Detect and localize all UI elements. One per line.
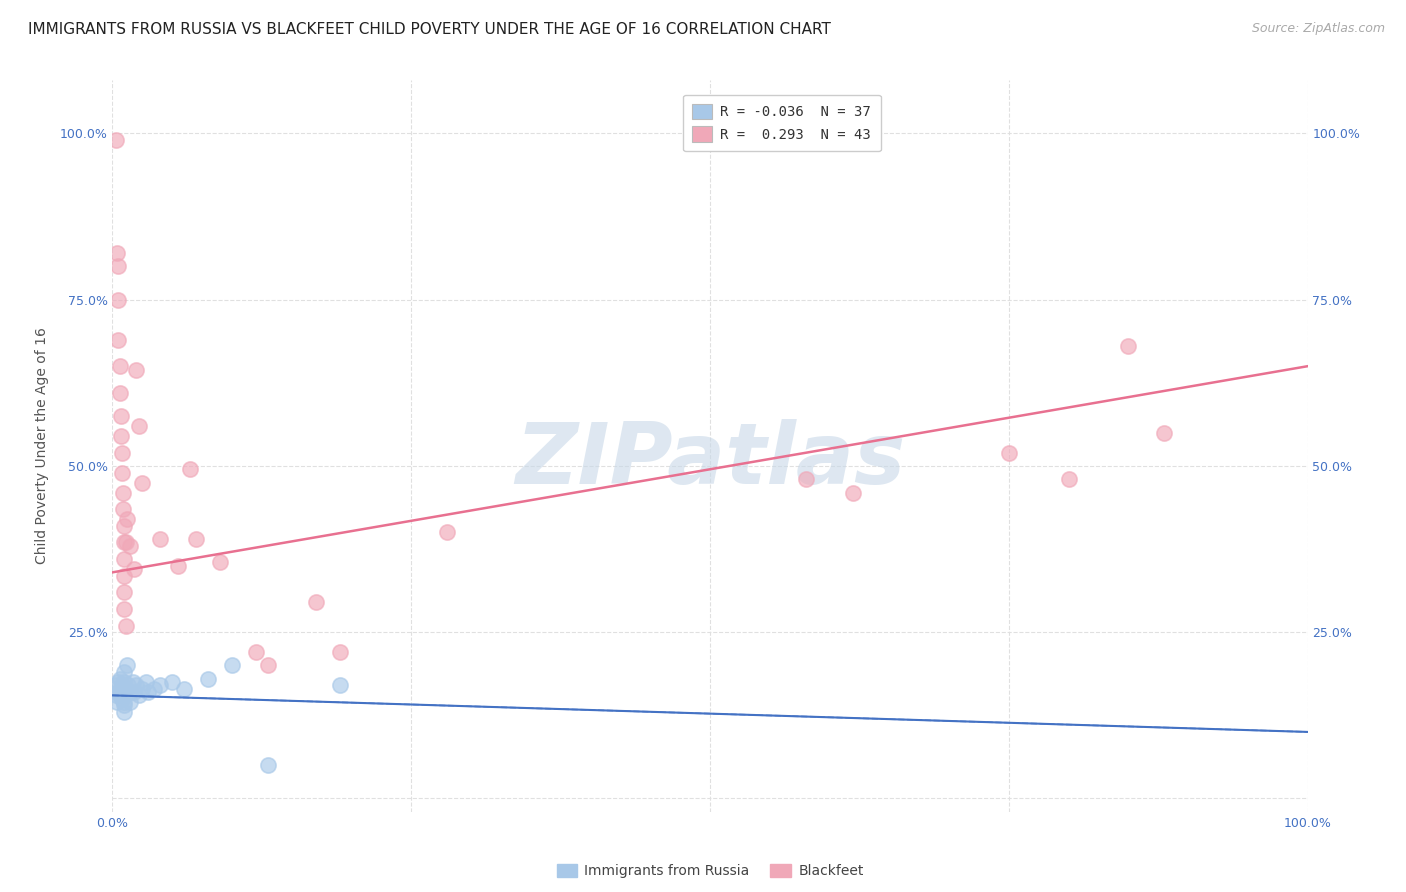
Point: [107, 260, 129, 274]
Point: [120, 685, 142, 699]
Point: [105, 246, 128, 260]
Point: [197, 672, 219, 686]
Point: [115, 512, 138, 526]
Point: [125, 362, 148, 376]
Point: [329, 678, 352, 692]
Point: [162, 675, 183, 690]
Point: [112, 502, 135, 516]
Point: [114, 689, 135, 703]
Point: [107, 293, 129, 307]
Point: [114, 535, 135, 549]
Point: [305, 595, 328, 609]
Point: [111, 678, 134, 692]
Point: [114, 665, 135, 679]
Point: [108, 672, 131, 686]
Point: [114, 618, 136, 632]
Point: [128, 689, 150, 703]
Point: [122, 685, 145, 699]
Point: [436, 525, 458, 540]
Point: [135, 675, 157, 690]
Point: [114, 698, 135, 713]
Point: [842, 485, 865, 500]
Point: [114, 675, 135, 690]
Point: [122, 562, 145, 576]
Point: [121, 675, 143, 690]
Point: [114, 585, 135, 599]
Point: [329, 645, 352, 659]
Point: [114, 602, 135, 616]
Point: [105, 678, 128, 692]
Point: [110, 681, 132, 696]
Point: [149, 532, 172, 546]
Point: [120, 695, 142, 709]
Point: [114, 695, 135, 709]
Point: [108, 689, 131, 703]
Text: Source: ZipAtlas.com: Source: ZipAtlas.com: [1251, 22, 1385, 36]
Point: [120, 539, 142, 553]
Point: [111, 466, 134, 480]
Point: [112, 685, 135, 699]
Point: [108, 359, 131, 374]
Point: [114, 552, 135, 566]
Point: [114, 705, 135, 719]
Point: [108, 385, 131, 400]
Point: [114, 518, 135, 533]
Y-axis label: Child Poverty Under the Age of 16: Child Poverty Under the Age of 16: [35, 327, 49, 565]
Point: [107, 333, 129, 347]
Point: [167, 558, 190, 573]
Point: [794, 472, 817, 486]
Point: [209, 555, 232, 569]
Point: [131, 475, 153, 490]
Point: [998, 445, 1021, 459]
Point: [117, 678, 139, 692]
Point: [257, 658, 280, 673]
Point: [110, 429, 132, 443]
Point: [128, 419, 150, 434]
Point: [105, 689, 128, 703]
Point: [115, 658, 138, 673]
Point: [111, 691, 134, 706]
Point: [143, 681, 166, 696]
Point: [107, 675, 129, 690]
Point: [257, 758, 280, 772]
Point: [1118, 339, 1140, 353]
Point: [107, 685, 129, 699]
Point: [110, 409, 132, 423]
Point: [111, 445, 134, 459]
Point: [221, 658, 243, 673]
Point: [105, 695, 128, 709]
Point: [110, 689, 132, 703]
Point: [173, 681, 195, 696]
Point: [186, 532, 208, 546]
Point: [138, 685, 160, 699]
Point: [125, 678, 148, 692]
Text: ZIPatlas: ZIPatlas: [515, 419, 905, 502]
Point: [1153, 425, 1175, 440]
Point: [112, 485, 135, 500]
Point: [105, 133, 128, 147]
Point: [245, 645, 267, 659]
Point: [131, 681, 153, 696]
Text: IMMIGRANTS FROM RUSSIA VS BLACKFEET CHILD POVERTY UNDER THE AGE OF 16 CORRELATIO: IMMIGRANTS FROM RUSSIA VS BLACKFEET CHIL…: [28, 22, 831, 37]
Point: [149, 678, 172, 692]
Point: [114, 568, 135, 582]
Point: [114, 535, 136, 549]
Point: [179, 462, 201, 476]
Point: [1057, 472, 1080, 486]
Legend: Immigrants from Russia, Blackfeet: Immigrants from Russia, Blackfeet: [551, 859, 869, 884]
